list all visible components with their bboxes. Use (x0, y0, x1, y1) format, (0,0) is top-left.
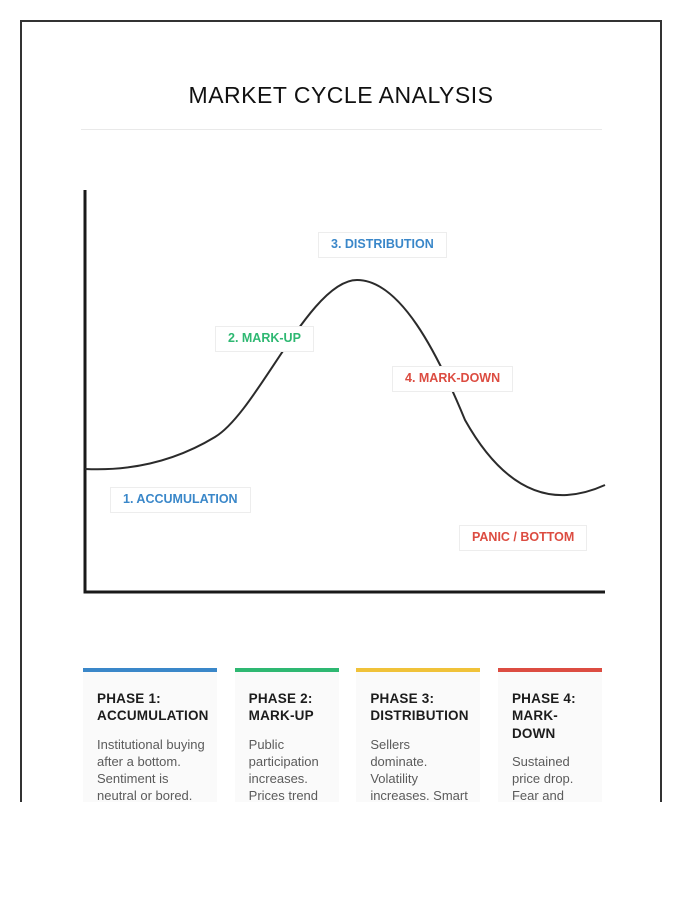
label-panic-bottom-text: PANIC / BOTTOM (472, 530, 575, 544)
label-mark-down: 4. MARK-DOWN (392, 366, 514, 392)
document-page: MARKET CYCLE ANALYSIS 3. DISTRIBUTION 2.… (20, 20, 662, 802)
phase-card-mark-down: PHASE 4: MARK-DOWN Sustained price drop.… (497, 668, 602, 802)
label-accumulation: 1. ACCUMULATION (110, 487, 251, 513)
phase-card-body: Sustained price drop. Fear and capitulat… (511, 753, 574, 802)
phase-card-title: PHASE 2: MARK-UP (248, 691, 314, 724)
phase-card-title: PHASE 3: DISTRIBUTION (370, 691, 469, 724)
phase-card-accumulation: PHASE 1: ACCUMULATION Institutional buyi… (83, 668, 217, 802)
label-accumulation-text: 1. ACCUMULATION (123, 492, 238, 506)
phase-card-distribution: PHASE 3: DISTRIBUTION Sellers dominate. … (356, 668, 481, 802)
label-distribution-text: 3. DISTRIBUTION (331, 237, 434, 251)
phase-cards-row: PHASE 1: ACCUMULATION Institutional buyi… (83, 668, 602, 802)
title-divider (80, 129, 602, 130)
market-cycle-curve (84, 278, 606, 497)
label-distribution: 3. DISTRIBUTION (318, 232, 447, 258)
phase-card-body: Institutional buying after a bottom. Sen… (97, 736, 205, 802)
phase-card-body: Sellers dominate. Volatility increases. … (370, 736, 468, 802)
market-cycle-chart (83, 190, 606, 594)
label-mark-up-text: 2. MARK-UP (228, 331, 301, 345)
page-title: MARKET CYCLE ANALYSIS (188, 82, 494, 108)
phase-card-body: Public participation increases. Prices t… (248, 736, 319, 802)
label-panic-bottom: PANIC / BOTTOM (459, 525, 588, 551)
label-mark-down-text: 4. MARK-DOWN (405, 371, 501, 385)
phase-card-title: PHASE 4: MARK-DOWN (511, 691, 576, 741)
phase-card-mark-up: PHASE 2: MARK-UP Public participation in… (234, 668, 339, 802)
label-mark-up: 2. MARK-UP (215, 326, 314, 352)
phase-card-title: PHASE 1: ACCUMULATION (97, 691, 209, 724)
